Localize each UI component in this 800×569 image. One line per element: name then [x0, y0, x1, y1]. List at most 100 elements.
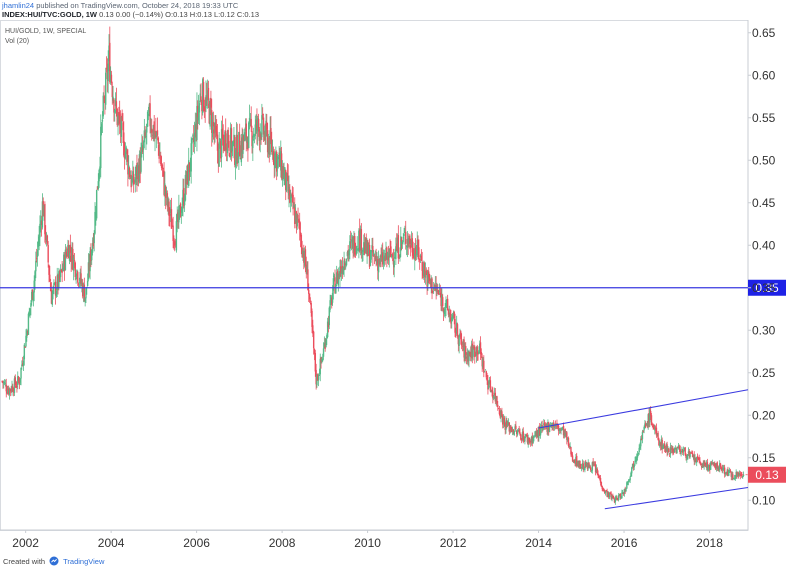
candle-body	[572, 460, 575, 462]
candle-body	[629, 477, 631, 481]
candle-body	[739, 473, 741, 476]
candle-body	[243, 132, 246, 142]
candle-body	[648, 412, 650, 423]
candle-body	[205, 95, 207, 109]
candle-body	[262, 117, 265, 135]
candle-body	[452, 314, 455, 316]
candle-body	[65, 251, 67, 255]
candle-body	[252, 133, 255, 138]
candle-body	[740, 475, 742, 476]
candle-body	[503, 417, 506, 425]
candle-body	[198, 103, 201, 113]
candle-body	[147, 113, 150, 116]
candle-body	[42, 201, 44, 217]
candle-body	[549, 426, 552, 428]
candle-body	[409, 244, 412, 248]
candle-body	[299, 232, 302, 237]
candle-body	[225, 147, 228, 151]
candle-body	[192, 135, 194, 137]
candle-body	[228, 140, 230, 151]
candle-body	[550, 426, 552, 428]
candle-body	[27, 313, 30, 335]
candle-body	[98, 169, 100, 182]
candle-body	[643, 427, 645, 431]
candle-body	[609, 493, 612, 495]
candle-body	[26, 330, 28, 338]
candle-body	[742, 474, 745, 476]
candle-body	[476, 346, 478, 355]
candle-body	[257, 118, 259, 132]
candle-body	[668, 453, 671, 455]
candle-body	[664, 448, 667, 453]
x-tick-label: 2014	[525, 536, 552, 550]
candle-body	[657, 432, 659, 440]
candle-body	[734, 475, 737, 479]
candle-body	[704, 461, 706, 466]
candle-body	[125, 147, 127, 155]
candle-body	[356, 246, 358, 248]
candle-body	[271, 140, 273, 153]
candle-body	[339, 266, 341, 278]
candle-body	[720, 467, 723, 469]
channel-upper-trendline[interactable]	[538, 389, 749, 429]
candle-body	[423, 262, 426, 278]
candle-body	[525, 434, 528, 437]
candle-body	[385, 248, 387, 260]
candle-body	[667, 448, 669, 452]
candle-body	[74, 262, 76, 278]
candle-body	[601, 485, 603, 489]
candle-body	[575, 456, 577, 464]
candle-body	[94, 211, 96, 234]
candle-body	[373, 255, 376, 257]
candle-body	[154, 134, 156, 138]
candle-body	[507, 421, 510, 426]
candle-body	[161, 164, 164, 169]
candle-body	[225, 130, 227, 151]
y-tick-label: 0.40	[752, 238, 776, 252]
candle-body	[598, 475, 600, 478]
candle-body	[729, 470, 732, 472]
candle-body	[34, 271, 36, 282]
candle-body	[516, 430, 519, 435]
candle-body	[175, 221, 178, 251]
candle-body	[475, 347, 478, 356]
candle-body	[731, 474, 733, 477]
candle-body	[141, 145, 143, 152]
candle-body	[255, 119, 257, 128]
candle-body	[675, 448, 677, 454]
candle-body	[18, 381, 21, 385]
candle-body	[610, 493, 612, 499]
candle-body	[114, 98, 117, 107]
candle-body	[221, 128, 224, 139]
candle-body	[312, 331, 315, 349]
candle-body	[156, 130, 159, 136]
candle-body	[398, 256, 400, 258]
candle-body	[620, 497, 622, 499]
candle-body	[148, 104, 150, 112]
candle-body	[515, 425, 517, 430]
candle-body	[308, 293, 311, 300]
candle-body	[682, 450, 684, 453]
candle-body	[319, 358, 321, 375]
candle-body	[288, 186, 290, 196]
candle-body	[303, 253, 305, 263]
tradingview-brand-link[interactable]: TradingView	[63, 556, 105, 566]
candle-body	[580, 466, 582, 469]
candle-body	[593, 464, 595, 466]
candle-body	[141, 147, 144, 151]
price-chart[interactable]: HUI/GOLD, 1W, SPECIAL Vol (20) 0.35 0.13 0…	[0, 20, 800, 552]
candle-body	[496, 396, 498, 404]
created-with-text: Created with	[3, 556, 46, 566]
candle-body	[568, 446, 571, 448]
candle-body	[83, 284, 86, 302]
candle-body	[520, 434, 522, 440]
candle-body	[548, 422, 550, 432]
candle-body	[498, 410, 501, 415]
candle-body	[614, 497, 617, 503]
author-link[interactable]: jhamlin24	[2, 1, 35, 10]
candle-body	[432, 287, 435, 290]
candle-body	[698, 457, 700, 462]
candle-body	[301, 247, 303, 258]
channel-lower-trendline[interactable]	[604, 486, 749, 510]
candle-body	[591, 462, 594, 471]
